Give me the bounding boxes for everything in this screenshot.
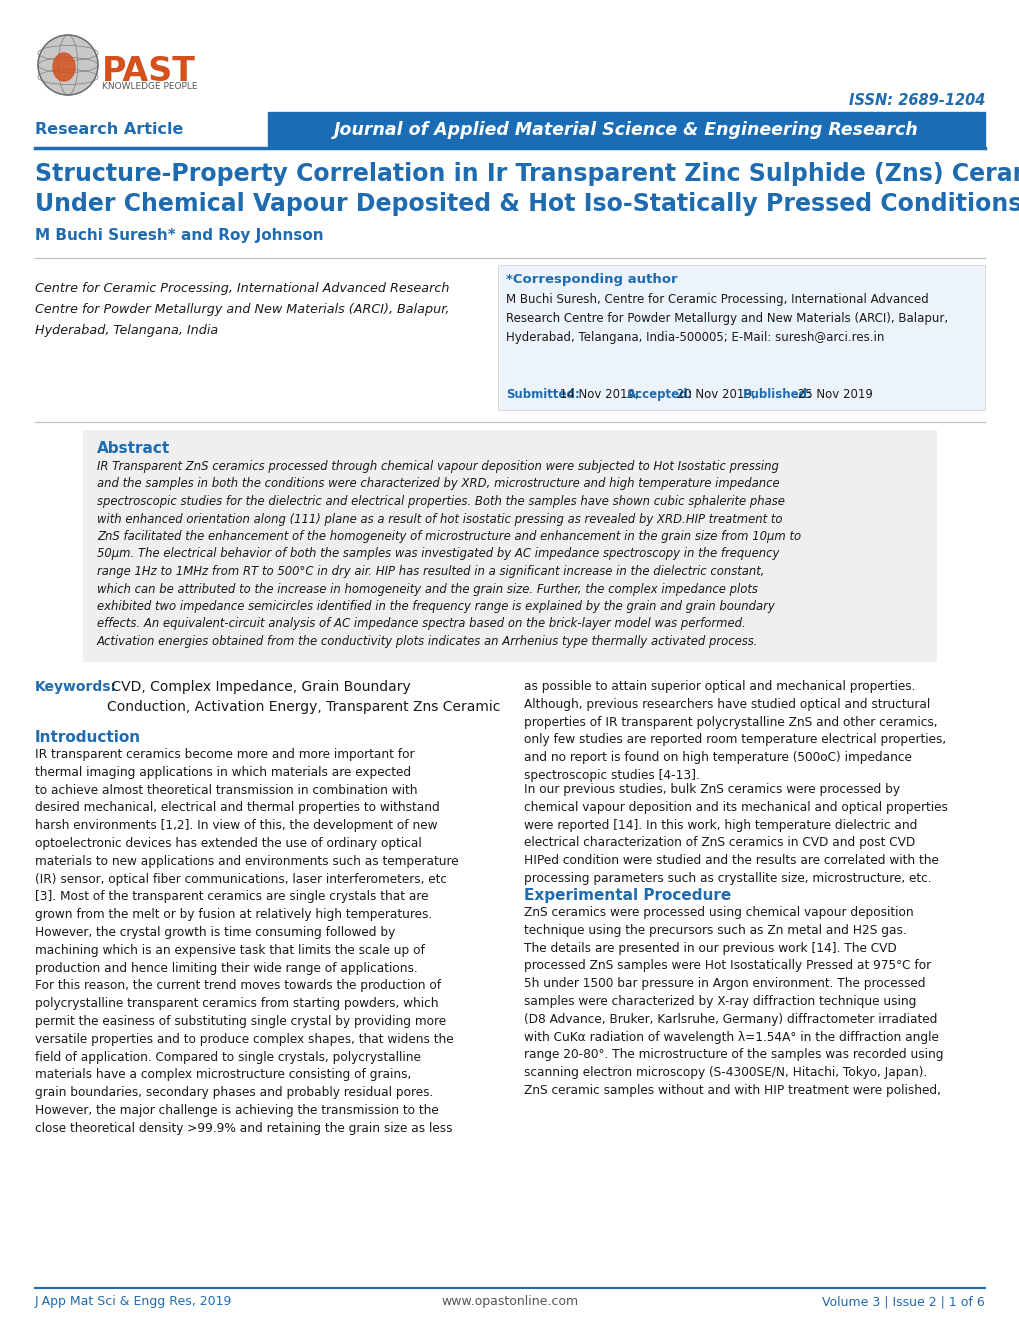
Ellipse shape (53, 53, 75, 81)
Text: 25 Nov 2019: 25 Nov 2019 (793, 388, 872, 401)
Text: M Buchi Suresh, Centre for Ceramic Processing, International Advanced
Research C: M Buchi Suresh, Centre for Ceramic Proce… (505, 293, 948, 345)
Bar (497, 265, 984, 411)
Text: Journal of Applied Material Science & Engineering Research: Journal of Applied Material Science & En… (334, 121, 918, 139)
Text: Structure-Property Correlation in Ir Transparent Zinc Sulphide (Zns) Ceramics: Structure-Property Correlation in Ir Tra… (35, 162, 1019, 186)
Text: Centre for Ceramic Processing, International Advanced Research
Centre for Powder: Centre for Ceramic Processing, Internati… (35, 282, 449, 337)
Text: IR Transparent ZnS ceramics processed through chemical vapour deposition were su: IR Transparent ZnS ceramics processed th… (97, 459, 800, 648)
Bar (268, 112, 984, 148)
Text: Under Chemical Vapour Deposited & Hot Iso-Statically Pressed Conditions: Under Chemical Vapour Deposited & Hot Is… (35, 191, 1019, 216)
Text: Research Article: Research Article (35, 123, 183, 137)
Text: Experimental Procedure: Experimental Procedure (524, 888, 731, 903)
Text: In our previous studies, bulk ZnS ceramics were processed by
chemical vapour dep: In our previous studies, bulk ZnS cerami… (524, 783, 947, 884)
Text: Keywords:: Keywords: (35, 680, 117, 694)
Text: 20 Nov 2019;: 20 Nov 2019; (672, 388, 758, 401)
Circle shape (38, 36, 98, 95)
Text: Submitted:: Submitted: (505, 388, 579, 401)
Text: Published:: Published: (743, 388, 812, 401)
Text: KNOWLEDGE PEOPLE: KNOWLEDGE PEOPLE (102, 82, 198, 91)
Text: 14 Nov 2019;: 14 Nov 2019; (556, 388, 643, 401)
Text: Abstract: Abstract (97, 441, 170, 455)
Bar (83, 430, 936, 663)
Text: J App Mat Sci & Engg Res, 2019: J App Mat Sci & Engg Res, 2019 (35, 1295, 232, 1308)
Text: Accepted:: Accepted: (627, 388, 693, 401)
Text: M Buchi Suresh* and Roy Johnson: M Buchi Suresh* and Roy Johnson (35, 228, 323, 243)
Text: as possible to attain superior optical and mechanical properties.
Although, prev: as possible to attain superior optical a… (524, 680, 946, 781)
Text: ISSN: 2689-1204: ISSN: 2689-1204 (848, 92, 984, 108)
Text: PAST: PAST (102, 55, 196, 88)
Text: www.opastonline.com: www.opastonline.com (441, 1295, 578, 1308)
Text: IR transparent ceramics become more and more important for
thermal imaging appli: IR transparent ceramics become more and … (35, 748, 459, 1135)
Text: ZnS ceramics were processed using chemical vapour deposition
technique using the: ZnS ceramics were processed using chemic… (524, 906, 943, 1097)
Text: *Corresponding author: *Corresponding author (505, 273, 677, 286)
Text: Volume 3 | Issue 2 | 1 of 6: Volume 3 | Issue 2 | 1 of 6 (821, 1295, 984, 1308)
Text: CVD, Complex Impedance, Grain Boundary
Conduction, Activation Energy, Transparen: CVD, Complex Impedance, Grain Boundary C… (107, 680, 500, 714)
Text: Introduction: Introduction (35, 730, 141, 744)
